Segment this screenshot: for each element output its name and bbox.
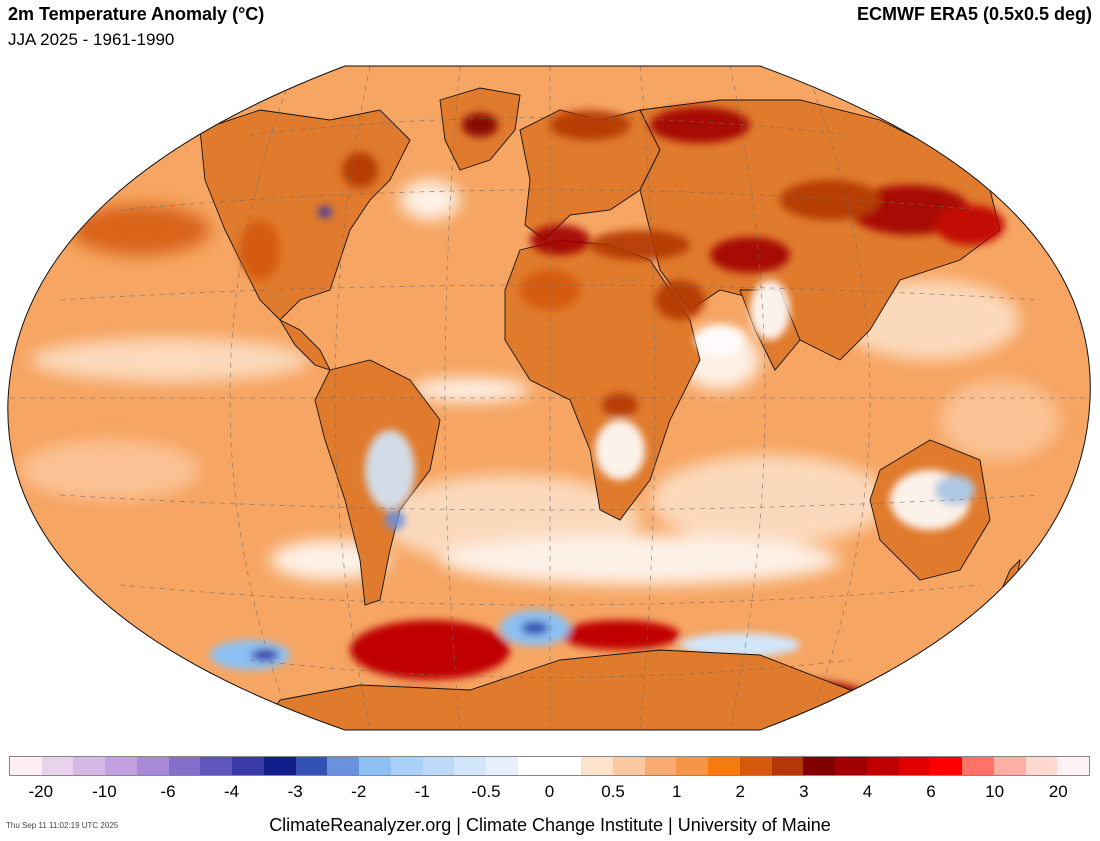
colorbar-swatch	[676, 757, 709, 775]
colorbar-swatch	[486, 757, 518, 775]
colorbar-swatch	[41, 757, 74, 775]
colorbar-tick-label: -10	[92, 782, 117, 801]
colorbar-swatch	[422, 757, 455, 775]
colorbar-swatch	[1025, 757, 1058, 775]
colorbar-swatch	[930, 757, 963, 775]
colorbar-tick-label: 20	[1048, 782, 1068, 801]
colorbar	[9, 756, 1090, 776]
colorbar-ticks: -20 -10 -6 -4 -3 -2 -1 -0.5 0 0.5 1 2 3 4 6 10 20	[9, 782, 1090, 804]
colorbar-swatch	[739, 757, 772, 775]
colorbar-swatch	[1057, 757, 1089, 775]
colorbar-tick-label: -6	[160, 782, 176, 801]
colorbar-swatch	[327, 757, 360, 775]
colorbar-swatch	[962, 757, 994, 775]
colorbar-tick-label: 6	[926, 782, 936, 801]
colorbar-tick-label: 1	[671, 782, 682, 801]
colorbar-swatch	[232, 757, 264, 775]
colorbar-tick-label: 0.5	[601, 782, 625, 801]
colorbar-swatch	[105, 757, 137, 775]
colorbar-tick-label: -4	[223, 782, 240, 801]
colorbar-swatch	[835, 757, 867, 775]
colorbar-swatch	[359, 757, 391, 775]
colorbar-swatch	[295, 757, 328, 775]
chart-title: 2m Temperature Anomaly (°C)	[8, 4, 265, 24]
credit-line: ClimateReanalyzer.org | Climate Change I…	[269, 815, 831, 835]
colorbar-tick-label: -20	[28, 782, 54, 801]
colorbar-tick-label: -1	[414, 782, 430, 801]
colorbar-tick-label: 4	[862, 782, 873, 801]
colorbar-swatch	[73, 757, 106, 775]
colorbar-swatch	[10, 757, 42, 775]
colorbar-swatch	[581, 757, 613, 775]
dataset-label: ECMWF ERA5 (0.5x0.5 deg)	[856, 4, 1092, 24]
colorbar-swatch	[200, 757, 233, 775]
anomaly-map	[7, 65, 1091, 731]
timestamp: Thu Sep 11 11:02:19 UTC 2025	[6, 821, 119, 830]
colorbar-swatch	[993, 757, 1026, 775]
colorbar-swatch	[771, 757, 804, 775]
graticule	[7, 66, 1091, 730]
colorbar-swatch	[549, 757, 582, 775]
colorbar-tick-label: 3	[799, 782, 809, 801]
colorbar-swatch	[136, 757, 169, 775]
colorbar-swatch	[263, 757, 296, 775]
colorbar-swatch	[390, 757, 423, 775]
colorbar-tick-label: -2	[351, 782, 367, 801]
colorbar-tick-label: 0	[544, 782, 555, 801]
colorbar-swatch	[454, 757, 487, 775]
colorbar-swatch	[168, 757, 201, 775]
colorbar-swatch	[644, 757, 677, 775]
colorbar-swatch	[708, 757, 740, 775]
land-anomaly-patches	[240, 107, 1005, 530]
map-globe	[7, 66, 1091, 730]
colorbar-swatch	[517, 757, 550, 775]
colorbar-swatch	[898, 757, 931, 775]
chart-subtitle: JJA 2025 - 1961-1990	[8, 30, 175, 49]
colorbar-swatch	[803, 757, 836, 775]
globe-outline	[7, 65, 1091, 731]
ocean-anomaly-patches	[20, 180, 1060, 585]
colorbar-tick-label: -0.5	[471, 782, 501, 801]
colorbar-tick-label: -3	[287, 782, 303, 801]
colorbar-tick-label: 2	[735, 782, 745, 801]
colorbar-tick-label: 10	[985, 782, 1005, 801]
antarctica	[259, 649, 902, 730]
colorbar-swatch	[612, 757, 645, 775]
colorbar-swatch	[866, 757, 899, 775]
